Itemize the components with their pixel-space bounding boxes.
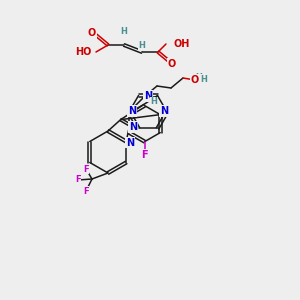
Text: O: O bbox=[191, 75, 199, 85]
Text: H: H bbox=[151, 98, 158, 106]
Text: H: H bbox=[196, 73, 202, 82]
Text: N: N bbox=[126, 137, 134, 148]
Text: HO: HO bbox=[76, 47, 92, 57]
Text: H: H bbox=[139, 41, 145, 50]
Text: N: N bbox=[129, 122, 137, 132]
Text: F: F bbox=[83, 164, 89, 173]
Text: F: F bbox=[83, 187, 89, 196]
Text: F: F bbox=[75, 176, 81, 184]
Text: N: N bbox=[160, 106, 168, 116]
Text: H: H bbox=[121, 26, 128, 35]
Text: OH: OH bbox=[174, 39, 190, 49]
Text: N: N bbox=[144, 91, 152, 101]
Text: O: O bbox=[88, 28, 96, 38]
Text: F: F bbox=[141, 150, 148, 160]
Text: O: O bbox=[168, 59, 176, 69]
Text: H: H bbox=[201, 74, 207, 83]
Text: N: N bbox=[128, 106, 136, 116]
